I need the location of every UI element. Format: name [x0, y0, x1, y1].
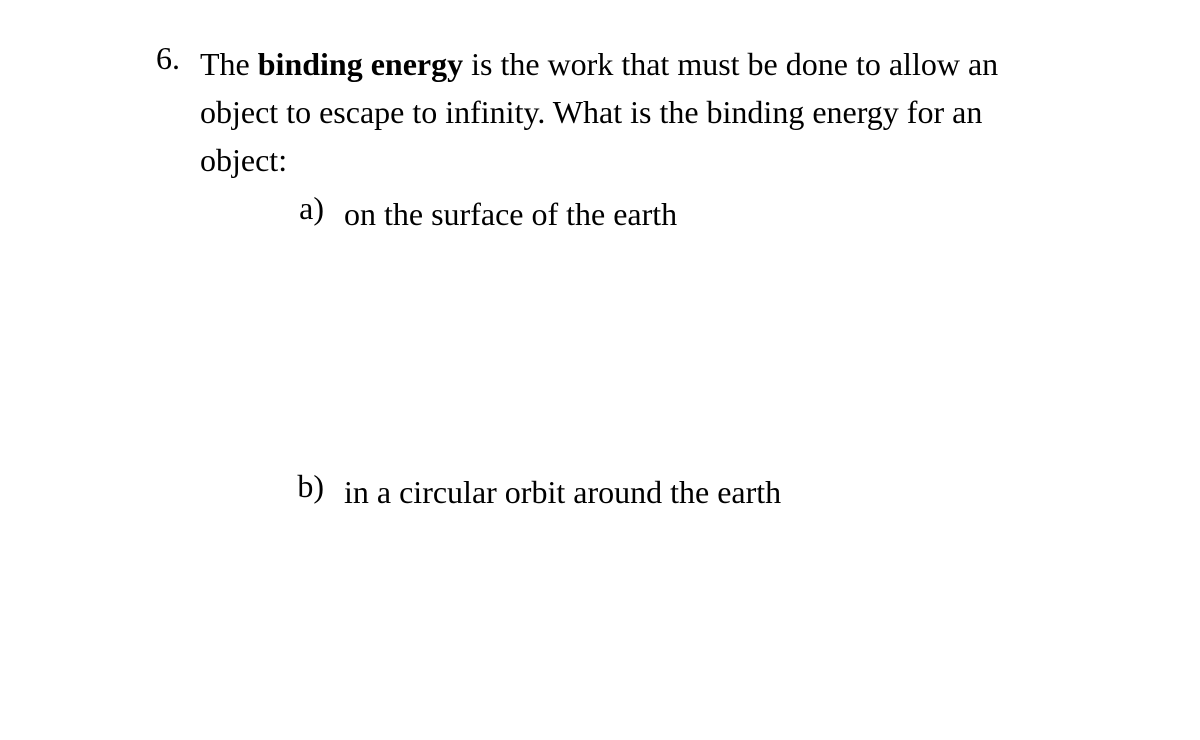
sub-items: a) on the surface of the earth b) in a c…	[200, 190, 1060, 516]
sub-text-a: on the surface of the earth	[344, 190, 677, 238]
question-bold-term: binding energy	[258, 46, 463, 82]
sub-letter-b: b)	[288, 468, 324, 505]
sub-text-b: in a circular orbit around the earth	[344, 468, 781, 516]
question-number: 6.	[140, 40, 180, 77]
question-text-prefix: The	[200, 46, 258, 82]
sub-letter-a: a)	[288, 190, 324, 227]
question-container: 6. The binding energy is the work that m…	[140, 40, 1140, 516]
sub-item-a: a) on the surface of the earth	[288, 190, 1060, 238]
question-body: The binding energy is the work that must…	[200, 40, 1060, 516]
question-text: The binding energy is the work that must…	[200, 40, 1060, 184]
sub-item-b: b) in a circular orbit around the earth	[288, 468, 1060, 516]
